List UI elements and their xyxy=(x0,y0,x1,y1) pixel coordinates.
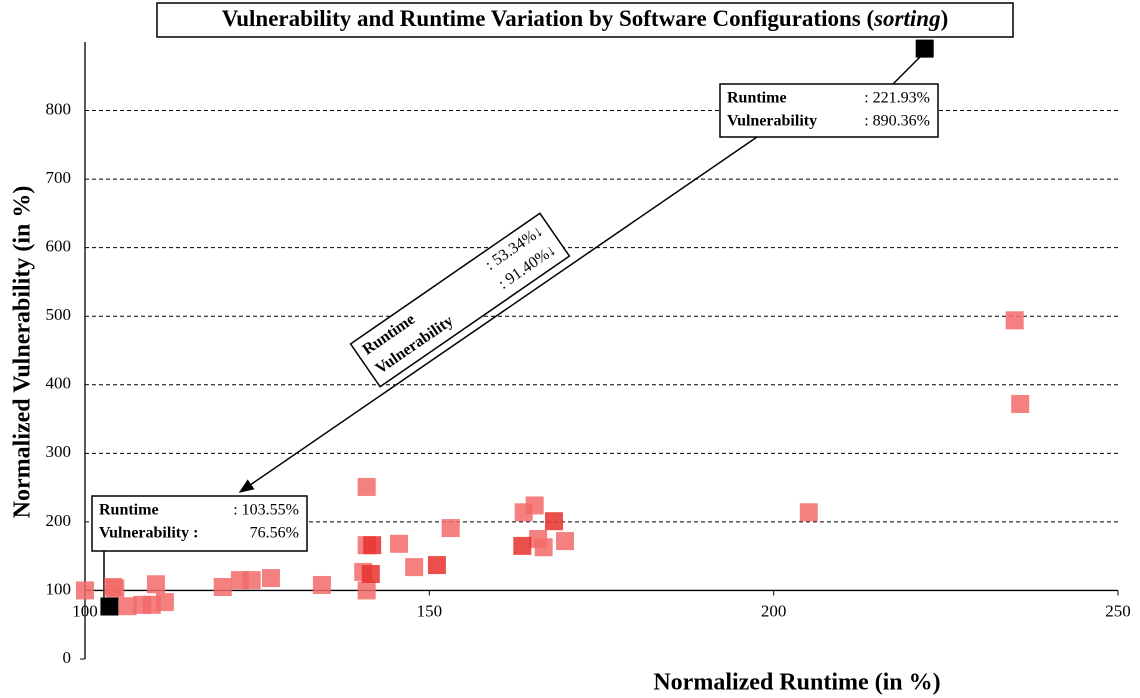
point xyxy=(357,581,376,600)
point xyxy=(405,558,424,577)
title-part: Vulnerability and Runtime Variation by S… xyxy=(222,6,874,31)
point xyxy=(363,536,382,555)
point xyxy=(534,538,553,557)
point xyxy=(390,534,409,553)
x-axis-label: Normalized Runtime (in %) xyxy=(653,670,940,696)
point xyxy=(146,575,165,594)
point xyxy=(1011,394,1030,413)
annotation-label: Runtime xyxy=(99,502,159,519)
connector xyxy=(892,54,923,85)
y-tick-label: 600 xyxy=(46,237,72,256)
point xyxy=(427,556,446,575)
point xyxy=(242,571,261,590)
annotation-label: Vulnerability xyxy=(727,113,817,130)
y-tick-label: 100 xyxy=(46,579,72,598)
annotation-box xyxy=(719,83,939,138)
title-part: ) xyxy=(941,6,949,31)
y-axis-label: Normalized Vulnerability (in %) xyxy=(10,186,36,519)
y-tick-label: 0 xyxy=(63,648,72,667)
connector xyxy=(238,136,758,493)
y-tick-label: 400 xyxy=(46,374,72,393)
x-tick-label: 200 xyxy=(761,601,787,620)
y-tick-label: 200 xyxy=(46,511,72,530)
title-box xyxy=(156,2,1014,38)
annotation-value: : 890.36% xyxy=(864,113,930,130)
y-tick-label: 700 xyxy=(46,168,72,187)
annotation-value: : 103.55% xyxy=(233,502,299,519)
point xyxy=(915,39,934,58)
point xyxy=(525,496,544,515)
annotation-value: : 221.93% xyxy=(864,90,930,107)
title-part: sorting xyxy=(873,6,940,31)
annotation-box xyxy=(349,212,571,388)
point xyxy=(100,597,119,616)
point xyxy=(556,532,575,551)
point xyxy=(799,503,818,522)
y-tick-label: 300 xyxy=(46,442,72,461)
point xyxy=(118,597,137,616)
point xyxy=(361,564,380,583)
point xyxy=(261,569,280,588)
x-tick-label: 250 xyxy=(1105,601,1131,620)
point xyxy=(1005,311,1024,330)
point xyxy=(76,581,94,600)
annotation: Runtime : 221.93% Vulnerability : 890.36% xyxy=(719,83,939,138)
point xyxy=(312,575,331,594)
point xyxy=(213,578,232,597)
point xyxy=(155,593,174,612)
annotation-label: Runtime xyxy=(727,90,787,107)
point xyxy=(441,519,460,538)
point xyxy=(544,512,563,531)
annotation-value: 76.56% xyxy=(250,525,299,542)
point xyxy=(106,579,125,598)
point xyxy=(357,477,376,496)
annotation-label: Vulnerability : xyxy=(99,525,198,542)
x-tick-label: 150 xyxy=(417,601,443,620)
annotation: Runtime : 103.55% Vulnerability : 76.56% xyxy=(91,495,308,552)
chart-title: Vulnerability and Runtime Variation by S… xyxy=(222,6,949,31)
point xyxy=(513,536,532,555)
annotation: Runtime: 53.34%↓Vulnerability: 91.40%↓ xyxy=(349,212,571,388)
y-tick-label: 500 xyxy=(46,305,72,324)
x-tick-label: 100 xyxy=(72,601,98,620)
annotation-box xyxy=(91,495,308,552)
y-tick-label: 800 xyxy=(46,99,72,118)
